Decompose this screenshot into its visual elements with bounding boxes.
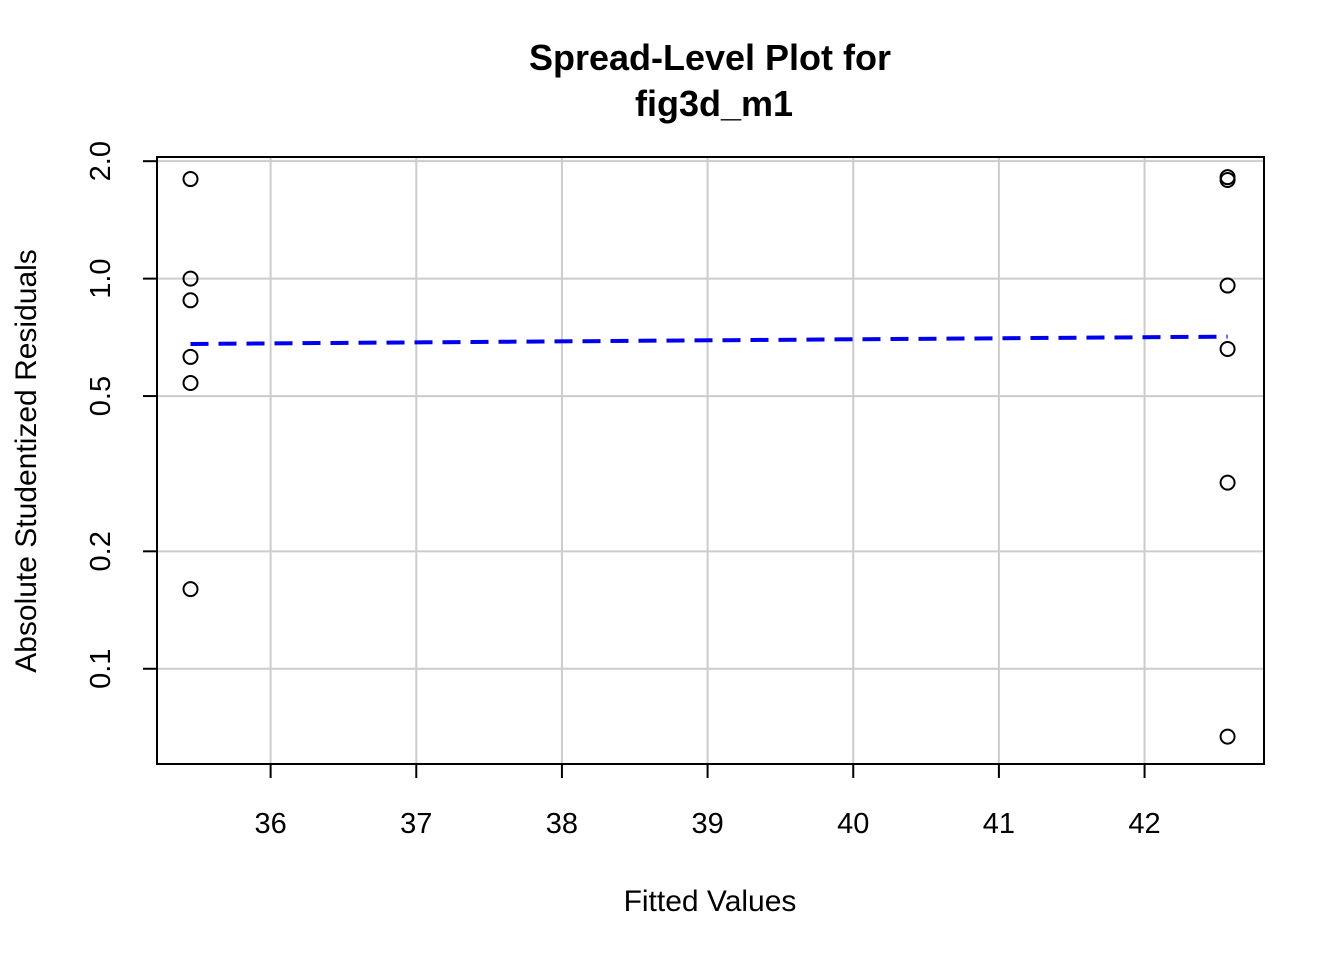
plot-frame xyxy=(156,156,1265,765)
x-tick-label: 38 xyxy=(546,808,578,840)
data-point xyxy=(182,348,199,365)
data-point xyxy=(182,292,199,309)
data-point xyxy=(1219,171,1236,188)
x-tick-label: 39 xyxy=(691,808,723,840)
data-point xyxy=(1219,341,1236,358)
data-point xyxy=(182,171,199,188)
x-axis-label: Fitted Values xyxy=(624,885,797,918)
x-tick-label: 37 xyxy=(400,808,432,840)
trend-layer xyxy=(190,334,1228,346)
data-point xyxy=(182,581,199,598)
grid xyxy=(157,157,1264,764)
trend-line xyxy=(190,334,1228,346)
data-point xyxy=(182,375,199,392)
points-layer xyxy=(182,169,1236,745)
data-point xyxy=(1219,728,1236,745)
x-tick-label: 40 xyxy=(837,808,869,840)
x-axis: 36 37 38 39 40 41 42 xyxy=(254,764,1161,840)
data-point xyxy=(182,270,199,287)
y-axis: 0.1 0.2 0.5 1.0 2.0 xyxy=(85,141,157,689)
y-tick-label: 2.0 xyxy=(85,141,117,181)
y-tick-label: 0.1 xyxy=(85,649,117,689)
chart-title-line-1: Spread-Level Plot for xyxy=(529,37,891,78)
y-tick-label: 1.0 xyxy=(85,258,117,298)
y-tick-label: 0.2 xyxy=(85,531,117,571)
x-tick-label: 42 xyxy=(1128,808,1160,840)
chart-title-line-2: fig3d_m1 xyxy=(635,83,793,124)
data-point xyxy=(1219,474,1236,491)
x-tick-label: 41 xyxy=(983,808,1015,840)
y-axis-label: Absolute Studentized Residuals xyxy=(10,249,43,673)
x-tick-label: 36 xyxy=(254,808,286,840)
y-tick-label: 0.5 xyxy=(85,376,117,416)
data-point xyxy=(1219,277,1236,294)
